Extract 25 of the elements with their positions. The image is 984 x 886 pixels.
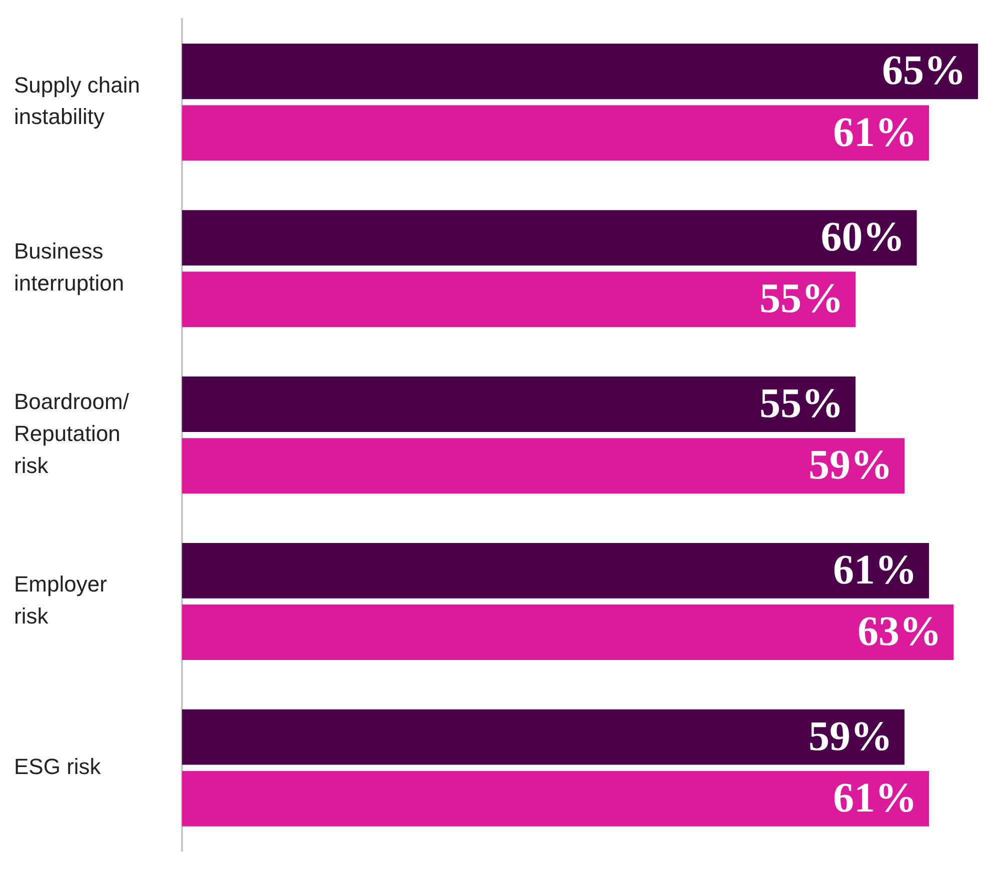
bar bbox=[182, 272, 856, 328]
bar bbox=[182, 438, 905, 494]
bar bbox=[182, 210, 917, 266]
data-label: 61% bbox=[833, 776, 918, 822]
y-tick-label: Boardroom/ Reputation risk bbox=[14, 389, 130, 478]
y-tick-label: Employer risk bbox=[14, 572, 107, 628]
y-tick-label: Business interruption bbox=[14, 238, 124, 296]
data-label: 60% bbox=[820, 214, 905, 261]
bar bbox=[182, 604, 954, 660]
bar bbox=[182, 376, 856, 432]
data-label: 61% bbox=[833, 548, 918, 594]
data-label: 65% bbox=[882, 48, 966, 94]
bar bbox=[182, 44, 978, 100]
y-tick-label: ESG risk bbox=[14, 754, 102, 779]
bar bbox=[182, 709, 905, 765]
data-label: 55% bbox=[760, 381, 844, 428]
data-label: 59% bbox=[808, 714, 893, 760]
data-label: 59% bbox=[808, 442, 893, 489]
y-tick-label: Supply chain instability bbox=[14, 72, 140, 130]
data-label: 55% bbox=[760, 276, 844, 322]
bar bbox=[182, 105, 930, 161]
bar bbox=[182, 542, 930, 598]
data-label: 63% bbox=[858, 609, 942, 656]
bar bbox=[182, 770, 930, 826]
data-label: 61% bbox=[833, 110, 918, 156]
